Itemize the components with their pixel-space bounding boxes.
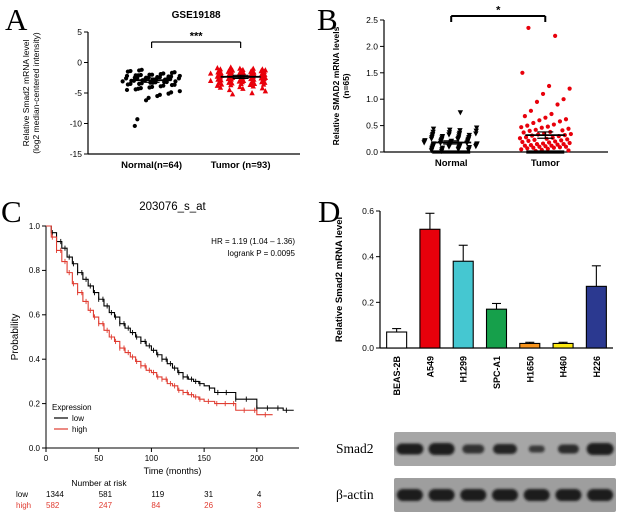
svg-text:0.2: 0.2 [362, 297, 374, 307]
svg-text:HR = 1.19 (1.04 – 1.36): HR = 1.19 (1.04 – 1.36) [211, 237, 295, 246]
svg-text:Tumor (n=93): Tumor (n=93) [211, 160, 271, 171]
western-blot-image [394, 432, 616, 512]
svg-text:high: high [72, 425, 87, 434]
svg-text:0.8: 0.8 [29, 266, 41, 275]
svg-text:50: 50 [94, 454, 103, 463]
svg-text:119: 119 [151, 490, 164, 499]
svg-text:31: 31 [204, 490, 213, 499]
svg-text:0.0: 0.0 [362, 343, 374, 353]
svg-text:low: low [72, 414, 84, 423]
svg-text:582: 582 [46, 501, 60, 510]
bactin-blot-label: β-actin [336, 487, 374, 502]
svg-text:1.0: 1.0 [29, 222, 41, 231]
svg-text:3: 3 [257, 501, 262, 510]
svg-text:SPC-A1: SPC-A1 [492, 356, 502, 389]
svg-text:GSE19188: GSE19188 [172, 10, 221, 21]
svg-text:0.4: 0.4 [29, 355, 41, 364]
svg-text:A549: A549 [425, 356, 435, 378]
svg-text:26: 26 [204, 501, 213, 510]
svg-text:0.4: 0.4 [362, 252, 374, 262]
svg-text:0.5: 0.5 [366, 121, 378, 131]
svg-text:100: 100 [145, 454, 159, 463]
svg-text:H1299: H1299 [459, 356, 469, 383]
svg-text:5: 5 [77, 27, 82, 37]
svg-text:0.0: 0.0 [29, 444, 41, 453]
svg-text:*: * [496, 5, 501, 17]
panel-c-survival-chart: 0.0 0.2 0.4 0.6 0.8 1.0 0 50 100 150 200 203076_s_a… [10, 201, 299, 510]
svg-text:1.5: 1.5 [366, 68, 378, 78]
svg-text:84: 84 [151, 501, 160, 510]
svg-text:Normal(n=64): Normal(n=64) [121, 160, 182, 171]
svg-text:low: low [16, 490, 28, 499]
svg-text:0.0: 0.0 [366, 147, 378, 157]
svg-text:-10: -10 [70, 119, 83, 129]
panel-d-bar-chart: 0.0 0.2 0.4 0.6 BEAS-2B A549 H1299 SPC-A1 H1650 H… [334, 206, 613, 396]
svg-text:2.0: 2.0 [366, 41, 378, 51]
svg-text:Probability: Probability [10, 314, 21, 361]
svg-text:Relative Smad2 mRNA level: Relative Smad2 mRNA level [21, 40, 31, 147]
svg-text:Normal: Normal [435, 158, 468, 169]
svg-text:(n=65): (n=65) [341, 73, 351, 98]
svg-text:logrank P = 0.0095: logrank P = 0.0095 [228, 249, 296, 258]
panel-a-scatter-chart: 5 0 -5 -10 -15 Normal(n=64) Tumor (n=93) GSE191… [21, 10, 300, 171]
svg-text:200: 200 [250, 454, 264, 463]
panel-a-label: A [5, 2, 28, 37]
panel-c-label: C [1, 194, 22, 229]
svg-text:H1650: H1650 [525, 356, 535, 383]
svg-text:581: 581 [99, 490, 113, 499]
svg-text:(log2 median-centered intensit: (log2 median-centered intensity) [31, 32, 41, 154]
svg-text:1344: 1344 [46, 490, 64, 499]
svg-text:***: *** [190, 31, 204, 43]
svg-text:-15: -15 [70, 149, 83, 159]
svg-text:BEAS-2B: BEAS-2B [392, 356, 402, 396]
panel-b-label: B [317, 2, 338, 37]
svg-text:0: 0 [44, 454, 49, 463]
svg-text:high: high [16, 501, 31, 510]
svg-text:-5: -5 [74, 88, 82, 98]
svg-text:2.5: 2.5 [366, 15, 378, 25]
svg-text:0: 0 [77, 58, 82, 68]
panel-b-scatter-chart: 0.0 0.5 1.0 1.5 2.0 2.5 Normal Tumor * Relative S… [331, 5, 608, 169]
svg-text:1.0: 1.0 [366, 94, 378, 104]
svg-text:0.6: 0.6 [29, 311, 41, 320]
svg-text:Tumor: Tumor [531, 158, 560, 169]
svg-text:H226: H226 [592, 356, 602, 378]
svg-text:Relative Smad2 mRNA level: Relative Smad2 mRNA level [334, 217, 345, 342]
panel-d-label: D [318, 194, 341, 229]
svg-text:Relative SMAD2 mRNA levels: Relative SMAD2 mRNA levels [331, 26, 341, 145]
svg-text:Expression: Expression [52, 403, 92, 412]
svg-text:203076_s_at: 203076_s_at [139, 201, 206, 213]
svg-text:Number at risk: Number at risk [71, 478, 127, 488]
svg-text:0.2: 0.2 [29, 399, 41, 408]
svg-text:4: 4 [257, 490, 262, 499]
svg-text:0.6: 0.6 [362, 206, 374, 216]
smad2-blot-label: Smad2 [336, 441, 374, 456]
svg-text:150: 150 [197, 454, 211, 463]
svg-text:H460: H460 [559, 356, 569, 378]
svg-text:Time (months): Time (months) [144, 466, 202, 476]
svg-text:247: 247 [99, 501, 113, 510]
